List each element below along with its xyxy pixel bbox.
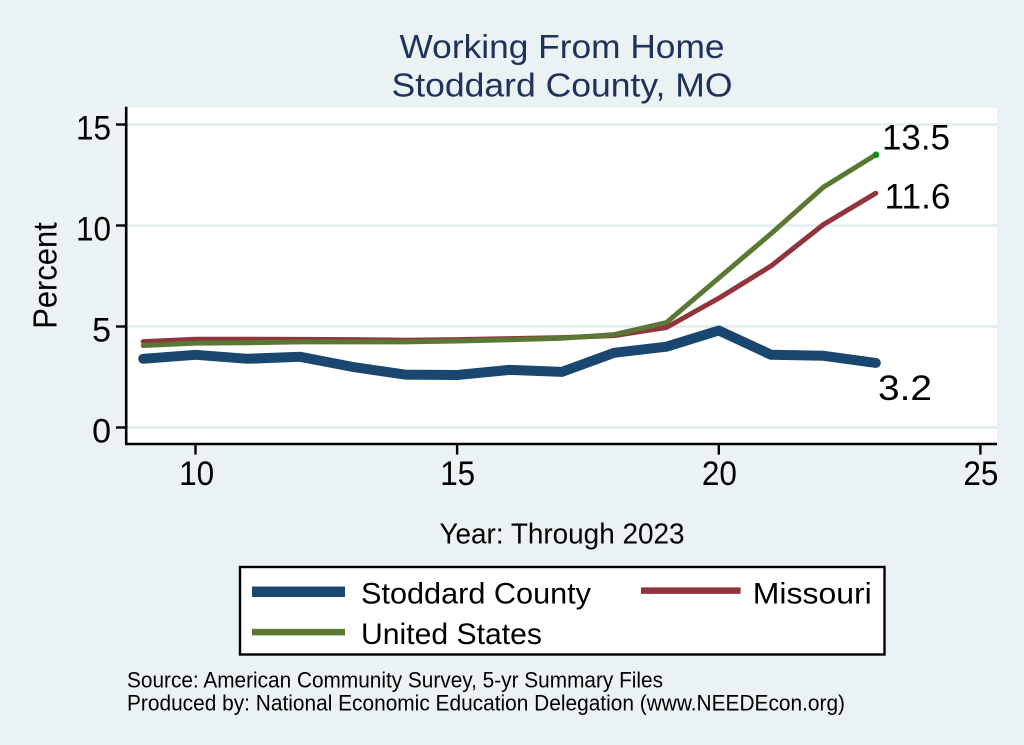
svg-text:10: 10 bbox=[179, 455, 214, 493]
svg-text:Percent: Percent bbox=[27, 222, 64, 329]
svg-text:5: 5 bbox=[92, 312, 111, 350]
svg-text:15: 15 bbox=[440, 455, 475, 493]
svg-text:Produced by: National Economic: Produced by: National Economic Education… bbox=[127, 690, 845, 715]
svg-text:0: 0 bbox=[92, 413, 111, 451]
svg-text:Working From Home: Working From Home bbox=[400, 28, 725, 65]
svg-text:Source: American Community Sur: Source: American Community Survey, 5-yr … bbox=[127, 668, 663, 693]
svg-text:25: 25 bbox=[963, 455, 998, 493]
svg-text:11.6: 11.6 bbox=[885, 177, 951, 217]
svg-text:13.5: 13.5 bbox=[882, 118, 950, 158]
svg-text:Stoddard County: Stoddard County bbox=[361, 577, 591, 610]
svg-text:Missouri: Missouri bbox=[753, 577, 872, 610]
svg-text:United States: United States bbox=[361, 618, 542, 651]
svg-text:Year: Through 2023: Year: Through 2023 bbox=[440, 519, 685, 551]
svg-text:15: 15 bbox=[76, 110, 111, 148]
svg-text:3.2: 3.2 bbox=[878, 368, 932, 408]
svg-text:20: 20 bbox=[702, 455, 737, 493]
svg-text:Stoddard County, MO: Stoddard County, MO bbox=[392, 67, 733, 104]
svg-text:10: 10 bbox=[76, 211, 111, 249]
